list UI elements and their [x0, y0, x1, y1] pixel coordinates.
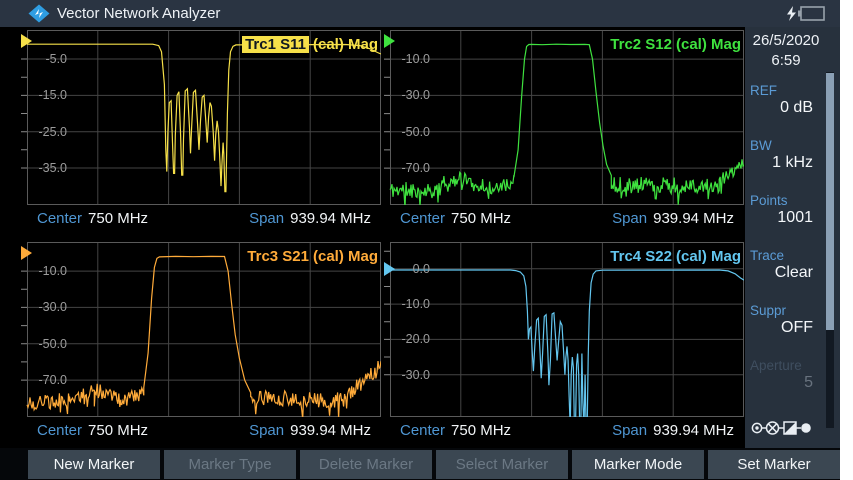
plot-canvas-s12: -10.0 -30.0 -50.0 -70.0	[384, 30, 744, 205]
app-title: Vector Network Analyzer	[57, 5, 221, 22]
ref-level-arrow-icon	[384, 261, 395, 276]
y-axis-label: -10.0	[401, 297, 431, 312]
sidebar-item-aperture[interactable]: Aperture 5	[750, 358, 813, 391]
softkey-select-marker[interactable]: Select Marker	[436, 450, 568, 479]
y-axis-label: -5.0	[45, 52, 67, 67]
time-display: 6:59	[771, 52, 801, 69]
softkey-marker-mode[interactable]: Marker Mode	[572, 450, 704, 479]
ref-level-arrow-icon	[384, 33, 395, 48]
measurement-setup-icon	[751, 421, 811, 435]
plot-s22[interactable]: 0.0 -10.0 -20.0 -30.0 Trc4 S22 (cal) Mag Cen…	[384, 242, 744, 444]
plot-canvas-s22: 0.0 -10.0 -20.0 -30.0	[384, 242, 744, 417]
softkey-bar: New Marker Marker Type Delete Marker Sel…	[0, 448, 840, 480]
freq-readout-s12: Center 750 MHz Span 939.94 MHz	[390, 205, 744, 232]
y-axis-label: -35.0	[38, 160, 68, 175]
plot-svg	[384, 30, 744, 205]
sidebar-scrollbar[interactable]	[826, 72, 834, 428]
sidebar-item-points[interactable]: Points 1001	[750, 193, 813, 226]
softkey-marker-type[interactable]: Marker Type	[164, 450, 296, 479]
y-axis-label: 0.0	[412, 261, 430, 276]
softkey-set-marker[interactable]: Set Marker	[708, 450, 840, 479]
trace-label-trc2: Trc2 S12 (cal) Mag	[610, 36, 741, 53]
sidebar-item-trace[interactable]: Trace Clear	[750, 248, 813, 281]
y-axis-label: -25.0	[38, 124, 68, 139]
plot-canvas-s11: -5.0 -15.0 -25.0 -35.0	[21, 30, 381, 205]
y-axis-label: -15.0	[38, 88, 68, 103]
ref-level-arrow-icon	[21, 33, 32, 48]
battery-charging-icon	[787, 6, 825, 21]
plot-canvas-s21: -10.0 -30.0 -50.0 -70.0	[21, 242, 381, 417]
softkey-delete-marker[interactable]: Delete Marker	[300, 450, 432, 479]
freq-readout-s21: Center 750 MHz Span 939.94 MHz	[27, 417, 381, 444]
y-axis-label: -70.0	[401, 161, 431, 176]
trace-label-trc3: Trc3 S21 (cal) Mag	[247, 248, 378, 265]
title-bar: Vector Network Analyzer	[0, 0, 840, 27]
y-axis-label: -30.0	[401, 367, 431, 382]
trace-label-trc4: Trc4 S22 (cal) Mag	[610, 248, 741, 265]
freq-readout-s22: Center 750 MHz Span 939.94 MHz	[390, 417, 744, 444]
plot-s12[interactable]: -10.0 -30.0 -50.0 -70.0 Trc2 S12 (cal) Mag C…	[384, 30, 744, 232]
plot-svg	[21, 30, 381, 205]
softkey-sidebar: 26/5/2020 6:59 REF 0 dB BW 1 kHz Points …	[745, 27, 840, 448]
sidebar-item-suppr[interactable]: Suppr OFF	[750, 303, 813, 336]
y-axis-label: -10.0	[401, 52, 431, 67]
ref-level-arrow-icon	[21, 245, 32, 260]
rohde-schwarz-logo-icon	[28, 4, 50, 23]
y-axis-label: -30.0	[38, 300, 68, 315]
plot-svg	[384, 242, 744, 417]
y-axis-label: -30.0	[401, 88, 431, 103]
plot-s11[interactable]: -5.0 -15.0 -25.0 -35.0 Trc1 S11 (cal) Mag Ce…	[21, 30, 381, 232]
trace-label-trc1: Trc1 S11 (cal) Mag	[242, 36, 378, 53]
scrollbar-thumb[interactable]	[826, 73, 834, 330]
y-axis-label: -50.0	[401, 124, 431, 139]
plot-region: -5.0 -15.0 -25.0 -35.0 Trc1 S11 (cal) Mag Ce…	[0, 27, 745, 448]
plot-s21[interactable]: -10.0 -30.0 -50.0 -70.0 Trc3 S21 (cal) Mag C…	[21, 242, 381, 444]
freq-readout-s11: Center 750 MHz Span 939.94 MHz	[27, 205, 381, 232]
y-axis-label: -10.0	[38, 264, 68, 279]
y-axis-label: -20.0	[401, 332, 431, 347]
y-axis-label: -70.0	[38, 373, 68, 388]
date-display: 26/5/2020	[752, 32, 820, 49]
softkey-new-marker[interactable]: New Marker	[28, 450, 160, 479]
plot-svg	[21, 242, 381, 417]
sidebar-item-bw[interactable]: BW 1 kHz	[750, 138, 813, 171]
y-axis-label: -50.0	[38, 336, 68, 351]
sidebar-item-ref[interactable]: REF 0 dB	[750, 83, 813, 116]
